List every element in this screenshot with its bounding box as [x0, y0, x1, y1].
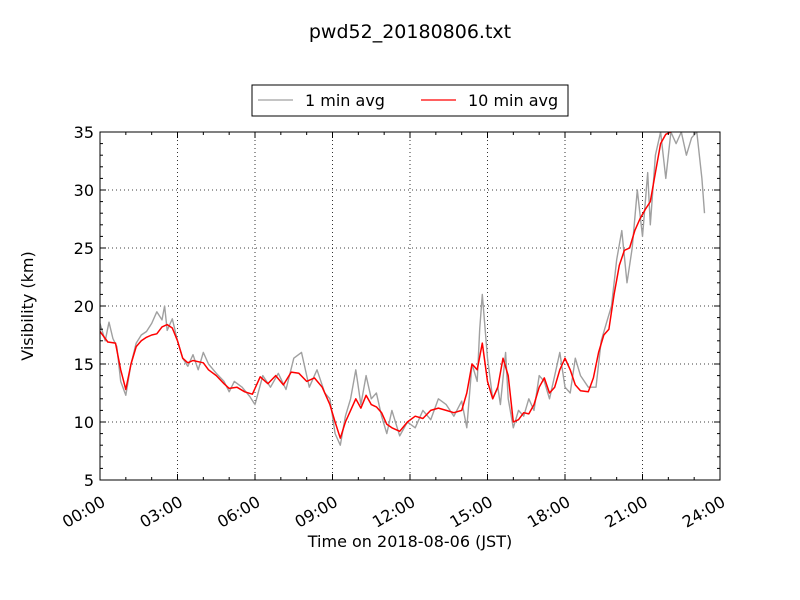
legend-box: [251, 84, 569, 117]
y-tick-label: 30: [74, 181, 94, 200]
grid: [100, 132, 720, 480]
y-tick-label: 35: [74, 123, 94, 142]
y-axis-label: Visibility (km): [18, 251, 37, 360]
series-line-1min-avg: [100, 132, 706, 446]
legend-label-1min: 1 min avg: [305, 91, 385, 110]
series-layer: [100, 132, 706, 446]
chart-title: pwd52_20180806.txt: [309, 21, 511, 43]
y-tick-label: 25: [74, 239, 94, 258]
y-tick-label: 20: [74, 297, 94, 316]
legend-label-10min: 10 min avg: [468, 91, 558, 110]
y-tick-label: 15: [74, 355, 94, 374]
legend: 1 min avg 10 min avg: [251, 84, 569, 117]
y-tick-label: 5: [84, 471, 94, 490]
x-axis-label: Time on 2018-08-06 (JST): [307, 532, 512, 551]
series-line-10min-avg: [100, 132, 672, 439]
y-tick-label: 10: [74, 413, 94, 432]
